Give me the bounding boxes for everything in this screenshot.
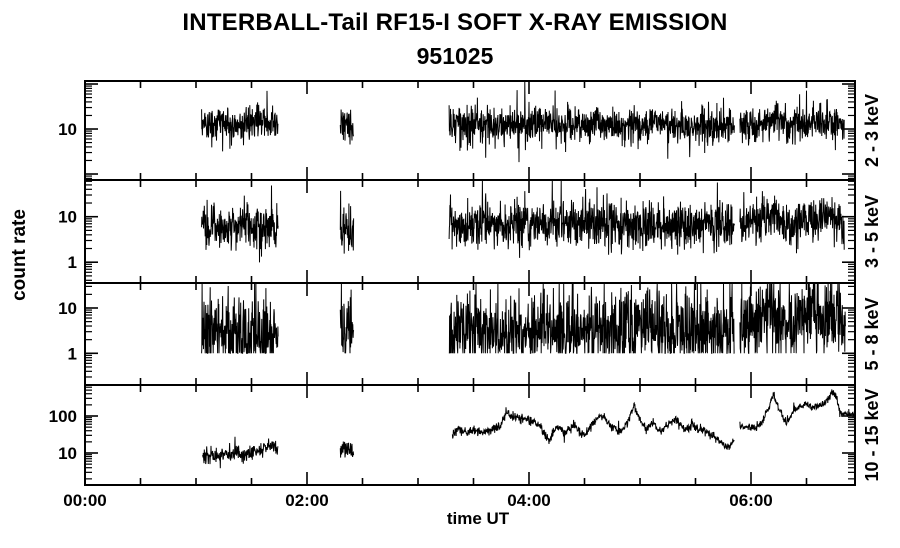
panel-band-label: 2 - 3 keV [862, 94, 882, 167]
panel-band-label: 10 - 15 keV [862, 388, 882, 481]
count-rate-series [339, 441, 355, 458]
count-rate-series [739, 191, 845, 254]
x-tick-label: 04:00 [507, 491, 550, 510]
count-rate-series [339, 190, 355, 254]
chart-title: INTERBALL-Tail RF15-I SOFT X-RAY EMISSIO… [182, 9, 728, 36]
chart-subtitle-date: 951025 [416, 43, 494, 69]
x-axis-label: time UT [446, 509, 510, 528]
count-rate-series [339, 283, 355, 354]
y-tick-label: 100 [49, 407, 77, 426]
count-rate-series [451, 401, 735, 450]
x-tick-label: 02:00 [285, 491, 328, 510]
y-tick-label: 10 [58, 299, 77, 318]
count-rate-series [202, 436, 279, 469]
y-tick-label: 10 [58, 444, 77, 463]
count-rate-series [448, 283, 735, 354]
count-rate-series [201, 90, 279, 152]
count-rate-series [201, 185, 279, 263]
panel-frame [84, 384, 856, 486]
y-tick-label: 10 [58, 208, 77, 227]
panel-band-label: 5 - 8 keV [862, 297, 882, 370]
count-rate-series [739, 389, 856, 432]
y-tick-label: 1 [68, 253, 77, 272]
count-rate-series [339, 109, 355, 145]
x-tick-label: 00:00 [63, 491, 106, 510]
y-tick-label: 1 [68, 344, 77, 363]
panel-band-label: 3 - 5 keV [862, 195, 882, 268]
y-tick-label: 10 [58, 120, 77, 139]
count-rate-series [448, 180, 735, 258]
count-rate-series [201, 283, 279, 354]
x-tick-label: 06:00 [729, 491, 772, 510]
count-rate-series [739, 283, 846, 354]
count-rate-series [739, 90, 845, 151]
count-rate-series [448, 81, 735, 163]
